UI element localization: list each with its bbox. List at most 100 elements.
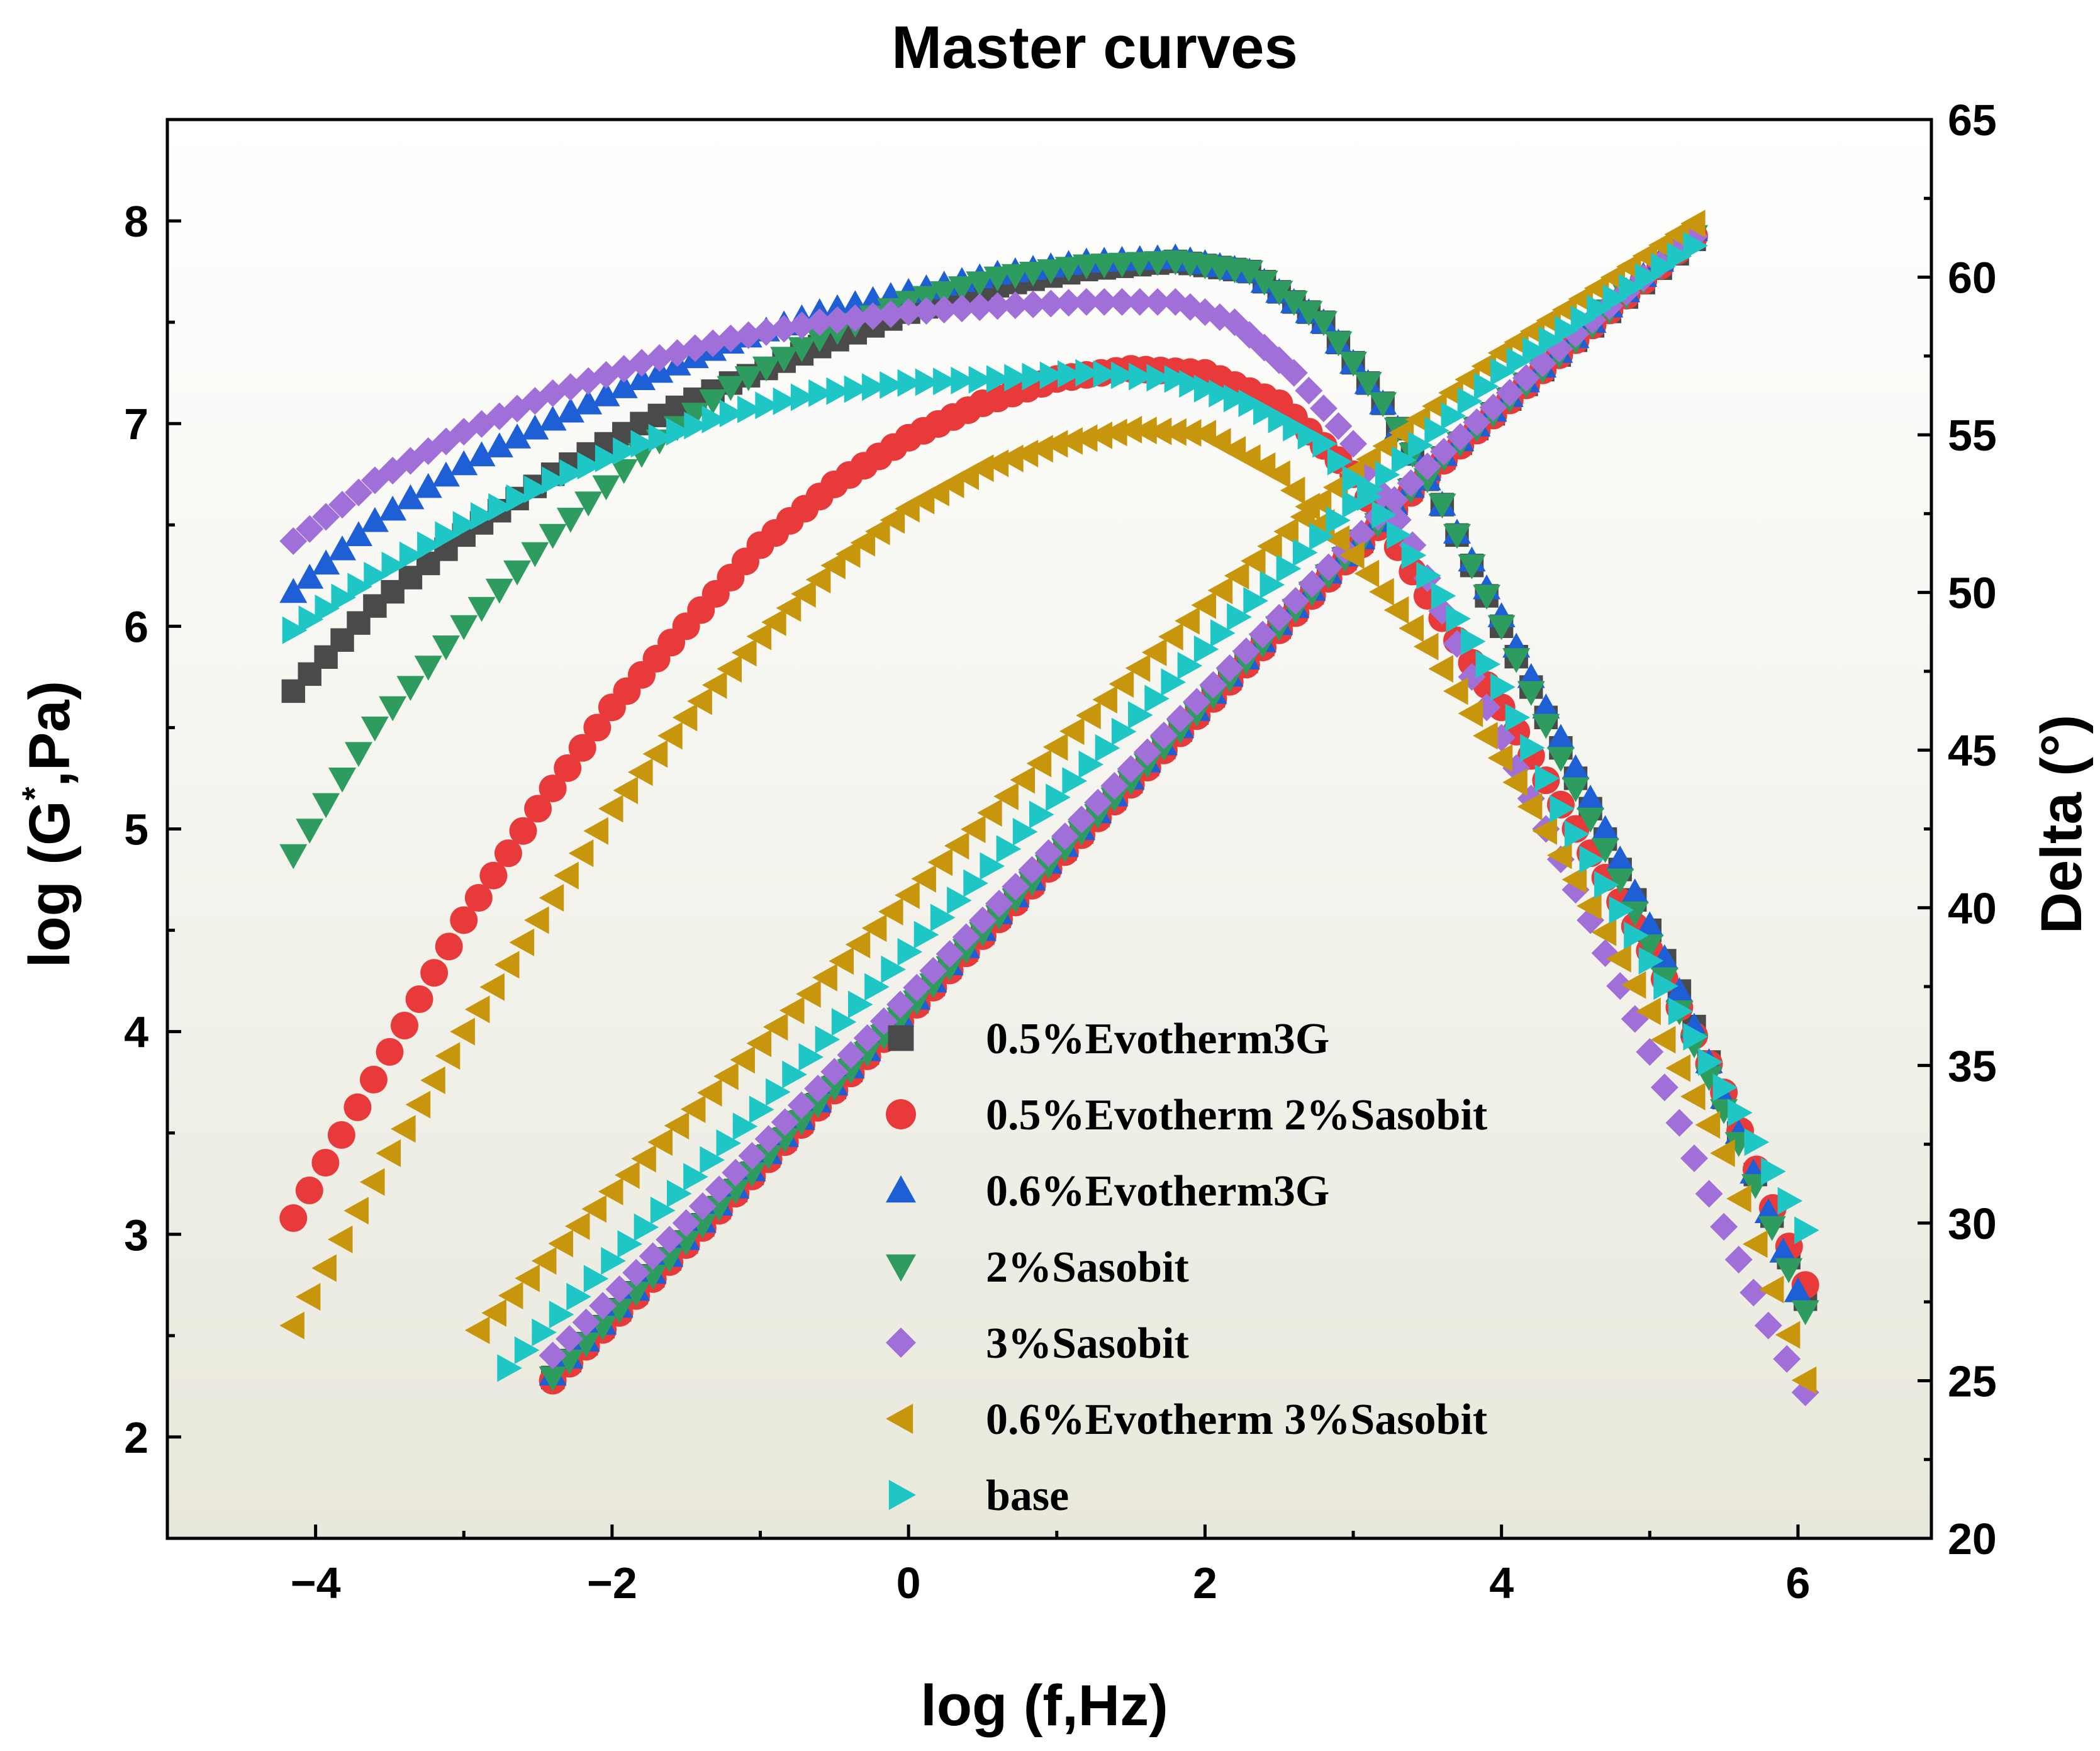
gstar-point xyxy=(1577,892,1602,920)
delta-point xyxy=(1342,490,1368,518)
delta-point xyxy=(1257,532,1282,561)
gstar-point xyxy=(1039,361,1065,389)
delta-point xyxy=(771,1127,799,1153)
delta-point xyxy=(1634,263,1660,291)
gstar-point xyxy=(752,356,780,382)
delta-point xyxy=(650,1196,676,1224)
gstar-point xyxy=(1339,541,1365,569)
gstar-point xyxy=(279,1204,308,1233)
delta-point xyxy=(1117,770,1145,796)
gstar-point xyxy=(734,366,762,391)
delta-point xyxy=(1495,379,1524,407)
delta-point xyxy=(1519,317,1545,345)
gstar-point xyxy=(296,515,324,543)
delta-point xyxy=(539,1341,567,1370)
gstar-point xyxy=(1775,1321,1801,1349)
delta-point xyxy=(812,963,837,992)
delta-point xyxy=(1348,520,1376,548)
gstar-point xyxy=(343,1197,369,1225)
gstar-point xyxy=(930,296,958,324)
y-left-axis-label-main: log (G xyxy=(18,800,82,968)
gstar-point xyxy=(331,583,357,612)
delta-point xyxy=(1232,637,1260,666)
gstar-point xyxy=(824,306,852,334)
y-right-tick-label: 40 xyxy=(1948,884,1997,933)
delta-point xyxy=(1084,804,1112,829)
gstar-point xyxy=(933,367,958,396)
x-tick-label: −2 xyxy=(587,1558,637,1608)
delta-point xyxy=(1616,252,1641,281)
gstar-point xyxy=(717,655,742,683)
delta-point xyxy=(713,1062,739,1090)
gstar-point xyxy=(770,315,798,343)
gstar-point xyxy=(752,318,780,346)
delta-point xyxy=(820,1076,849,1102)
gstar-point xyxy=(1399,614,1424,642)
gstar-point xyxy=(379,696,407,722)
gstar-point xyxy=(1742,1230,1768,1258)
delta-point xyxy=(1421,392,1447,420)
gstar-point xyxy=(1072,424,1098,452)
delta-point xyxy=(754,1144,783,1170)
gstar-point xyxy=(746,622,772,651)
delta-point xyxy=(1306,488,1332,517)
gstar-point xyxy=(315,595,340,623)
delta-point xyxy=(968,922,997,947)
gstar-point xyxy=(1777,1187,1803,1215)
delta-point xyxy=(1490,357,1516,386)
delta-point xyxy=(1068,820,1096,846)
delta-point xyxy=(672,1209,700,1237)
gstar-point xyxy=(295,1176,323,1204)
gstar-point xyxy=(396,484,425,510)
gstar-point xyxy=(1371,501,1397,529)
delta-point xyxy=(1568,285,1593,313)
gstar-point xyxy=(788,311,816,340)
gstar-point xyxy=(1019,261,1047,287)
gstar-point xyxy=(311,1148,340,1177)
delta-point xyxy=(936,956,964,982)
delta-point xyxy=(656,1226,684,1254)
delta-point xyxy=(1457,387,1483,415)
gstar-point xyxy=(1726,1185,1751,1213)
delta-point xyxy=(589,1292,617,1320)
gstar-point xyxy=(1532,693,1560,719)
gstar-point xyxy=(666,418,691,446)
gstar-point xyxy=(1475,650,1501,678)
gstar-point xyxy=(895,298,923,327)
gstar-point xyxy=(296,564,324,589)
gstar-point xyxy=(951,366,976,394)
delta-point xyxy=(1199,671,1227,699)
delta-point xyxy=(1372,432,1398,460)
delta-point xyxy=(556,1325,584,1353)
gstar-point xyxy=(399,541,425,569)
legend-item: 0.6%Evotherm 3%Sasobit xyxy=(886,1396,1487,1444)
gstar-point xyxy=(405,1090,431,1119)
gstar-point xyxy=(396,676,425,701)
gstar-point xyxy=(592,381,620,406)
gstar-point xyxy=(1146,417,1172,445)
gstar-point xyxy=(1125,288,1154,316)
y-left-tick-label: 8 xyxy=(124,197,148,246)
gstar-point xyxy=(539,884,564,912)
gstar-point xyxy=(880,506,905,534)
delta-point xyxy=(977,798,1002,827)
gstar-point xyxy=(296,819,324,844)
gstar-point xyxy=(312,549,340,575)
delta-point xyxy=(1438,379,1463,407)
delta-point xyxy=(1175,607,1200,635)
legend-marker xyxy=(888,1480,916,1510)
delta-point xyxy=(1084,788,1112,817)
gstar-point xyxy=(1577,807,1605,833)
gstar-point xyxy=(1532,817,1557,845)
delta-point xyxy=(1144,685,1170,713)
gstar-point xyxy=(1117,415,1142,444)
gstar-point xyxy=(1327,447,1353,476)
y-left-tick-label: 5 xyxy=(124,805,148,854)
delta-point xyxy=(1430,437,1458,466)
gstar-point xyxy=(1268,405,1293,434)
y-right-tick-label: 60 xyxy=(1948,254,1997,303)
legend-marker xyxy=(886,1404,913,1434)
gstar-point xyxy=(628,365,656,390)
y-left-tick-label: 3 xyxy=(124,1211,148,1260)
